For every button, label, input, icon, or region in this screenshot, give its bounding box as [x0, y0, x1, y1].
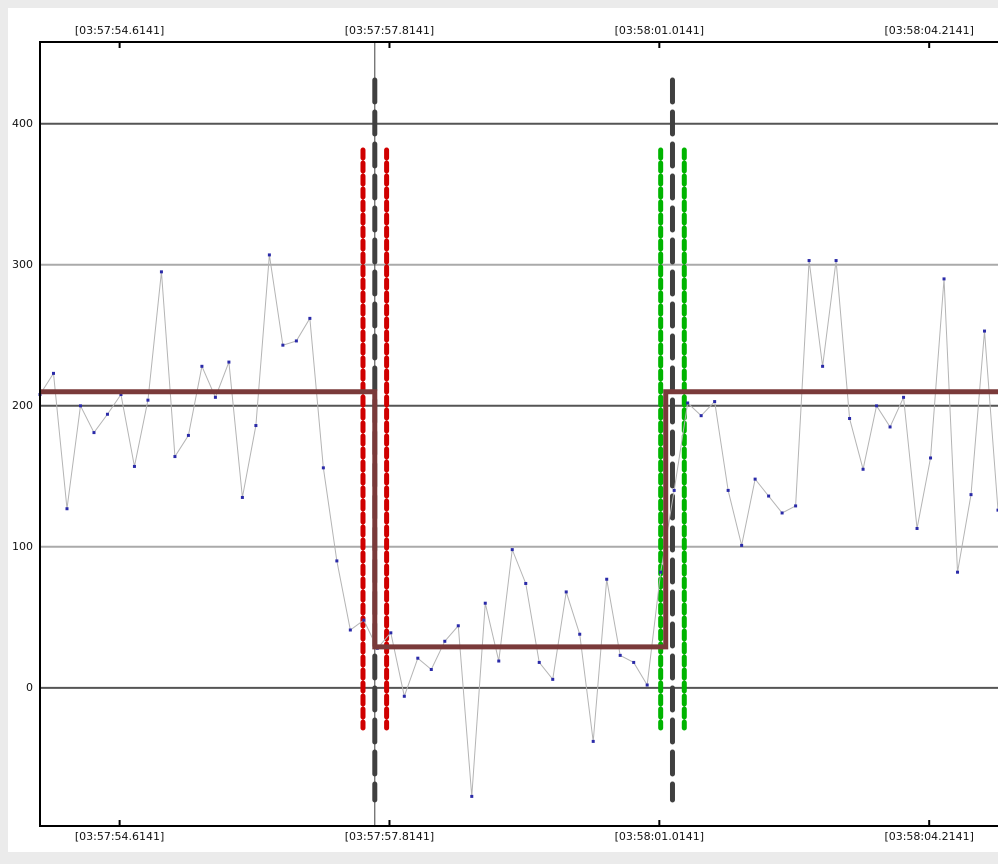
data-point — [969, 493, 973, 497]
data-point — [821, 364, 825, 368]
data-point — [281, 343, 285, 347]
data-point — [848, 416, 852, 420]
data-point — [902, 395, 906, 399]
data-point — [200, 364, 204, 368]
x-tick-label-top: [03:57:54.6141] — [75, 24, 164, 37]
data-point — [362, 618, 366, 622]
y-tick-label: 0 — [26, 681, 33, 694]
data-point — [888, 425, 892, 429]
data-point — [159, 270, 163, 274]
data-point — [443, 639, 447, 643]
data-point — [510, 548, 514, 552]
data-point — [672, 488, 676, 492]
data-point — [267, 253, 271, 257]
data-point — [348, 628, 352, 632]
data-point — [767, 494, 771, 498]
x-tick-label-bottom: [03:57:57.8141] — [345, 830, 434, 843]
data-point — [875, 404, 879, 408]
data-point — [456, 624, 460, 628]
y-tick-label: 100 — [12, 540, 33, 553]
data-point — [65, 507, 69, 511]
data-point — [834, 259, 838, 263]
data-point — [956, 570, 960, 574]
x-tick-label-top: [03:58:04.2141] — [884, 24, 973, 37]
data-point — [483, 601, 487, 605]
data-point — [470, 794, 474, 798]
y-tick-label: 300 — [12, 258, 33, 271]
data-point — [632, 660, 636, 664]
data-point — [429, 667, 433, 671]
data-point — [402, 694, 406, 698]
data-point — [753, 477, 757, 481]
data-point — [254, 424, 258, 428]
data-point — [240, 495, 244, 499]
data-point — [699, 414, 703, 418]
y-tick-label: 200 — [12, 399, 33, 412]
data-point — [915, 526, 919, 530]
data-point — [983, 329, 987, 333]
data-point — [578, 632, 582, 636]
mean-line — [40, 389, 998, 650]
plot-area — [40, 42, 998, 826]
y-tick-label: 400 — [12, 117, 33, 130]
data-point — [78, 404, 82, 408]
data-point — [308, 316, 312, 320]
data-point — [807, 259, 811, 263]
data-point — [564, 590, 568, 594]
plot-border — [39, 41, 998, 827]
data-point — [996, 508, 998, 512]
data-point — [726, 488, 730, 492]
x-tick-label-top: [03:58:01.0141] — [615, 24, 704, 37]
data-point — [942, 277, 946, 281]
data-point — [51, 371, 55, 375]
x-tick-label-bottom: [03:57:54.6141] — [75, 830, 164, 843]
data-point — [659, 570, 663, 574]
x-tick-label-top: [03:57:57.8141] — [345, 24, 434, 37]
data-point — [132, 464, 136, 468]
data-point — [92, 431, 96, 435]
data-point — [389, 631, 393, 635]
data-line — [39, 254, 998, 797]
data-point — [119, 393, 123, 397]
x-tick-label-bottom: [03:58:01.0141] — [615, 830, 704, 843]
data-point — [416, 656, 420, 660]
data-point — [794, 504, 798, 508]
data-point — [780, 511, 784, 515]
data-point — [686, 401, 690, 405]
data-point — [537, 660, 541, 664]
data-point — [524, 581, 528, 585]
data-point — [551, 677, 555, 681]
data-point — [173, 455, 177, 459]
data-point — [335, 559, 339, 563]
data-point — [591, 739, 595, 743]
data-point — [740, 543, 744, 547]
data-point — [227, 360, 231, 364]
data-point — [713, 400, 717, 404]
data-point — [605, 577, 609, 581]
data-point — [186, 433, 190, 437]
data-point — [645, 683, 649, 687]
data-point — [294, 339, 298, 343]
data-point — [929, 456, 933, 460]
data-point — [497, 659, 501, 663]
data-point — [146, 398, 150, 402]
data-point — [105, 412, 109, 416]
data-point — [861, 467, 865, 471]
data-point — [213, 395, 217, 399]
data-point — [321, 466, 325, 470]
data-point — [618, 653, 622, 657]
x-tick-label-bottom: [03:58:04.2141] — [884, 830, 973, 843]
